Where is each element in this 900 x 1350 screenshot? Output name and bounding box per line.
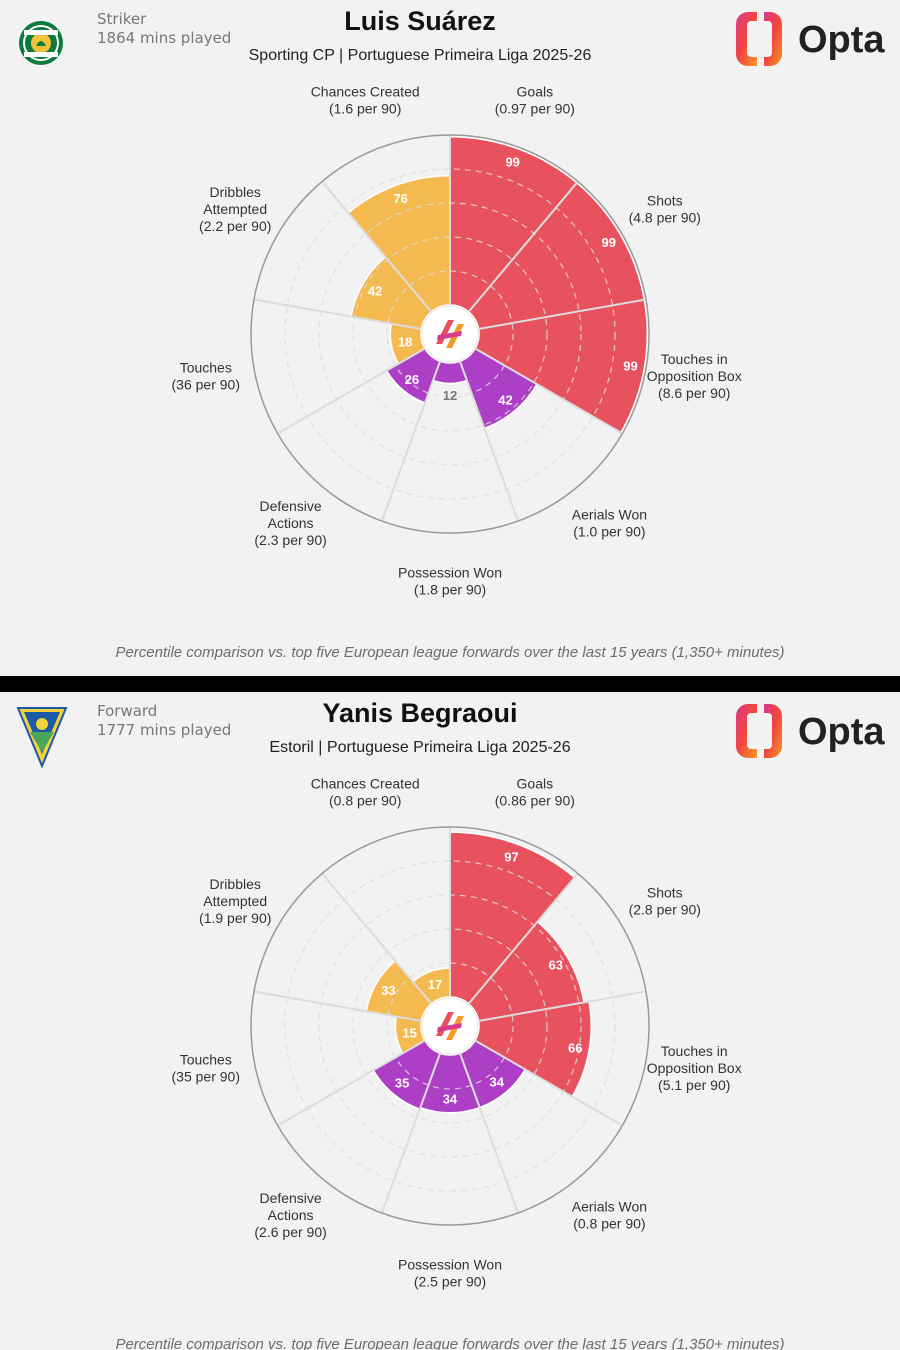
category-label: Shots (2.8 per 90) (629, 885, 701, 918)
spoke (321, 872, 433, 1005)
player-panel-suarez: Striker 1864 mins played Luis Suárez Spo… (0, 0, 900, 676)
spoke (277, 1039, 426, 1127)
category-label: Chances Created (1.6 per 90) (311, 83, 420, 116)
category-label: Aerials Won (1.0 per 90) (572, 506, 647, 539)
player-position: Striker (97, 10, 147, 28)
opta-wordmark: Opta (798, 711, 885, 753)
bar-goals (449, 135, 578, 313)
spoke (467, 180, 579, 313)
footnote: Percentile comparison vs. top five Europ… (115, 1336, 785, 1350)
bar-chances-created (347, 175, 451, 313)
value-label: 99 (602, 235, 616, 250)
sporting-cp-crest-icon (19, 21, 63, 65)
spoke (380, 360, 442, 522)
player-position: Forward (97, 702, 158, 720)
value-label: 42 (368, 283, 382, 298)
opta-logo: Opta (736, 12, 885, 66)
value-label: 15 (402, 1026, 416, 1041)
category-label: Possession Won (1.8 per 90) (398, 565, 502, 598)
value-label: 18 (398, 334, 412, 349)
value-label: 33 (381, 983, 395, 998)
grid-ring (284, 168, 616, 500)
category-label: Chances Created (0.8 per 90) (311, 775, 420, 808)
spoke (380, 1052, 442, 1214)
category-label: Aerials Won (0.8 per 90) (572, 1198, 647, 1231)
player-name: Yanis Begraoui (322, 698, 518, 728)
spoke (253, 298, 422, 330)
value-label: 76 (393, 191, 407, 206)
player-panel-begraoui: Forward 1777 mins played Yanis Begraoui … (0, 692, 900, 1350)
opta-wordmark: Opta (798, 19, 885, 61)
chart-outline (250, 826, 650, 1226)
spoke (474, 347, 623, 435)
spoke (467, 872, 579, 1005)
category-label: Touches in Opposition Box (5.1 per 90) (647, 1043, 742, 1093)
chart-outline (250, 134, 650, 534)
category-label: Defensive Actions (2.3 per 90) (254, 498, 326, 548)
category-label: Dribbles Attempted (2.2 per 90) (199, 184, 271, 234)
value-label: 34 (443, 1091, 458, 1106)
value-label: 99 (623, 358, 637, 373)
category-label: Dribbles Attempted (1.9 per 90) (199, 876, 271, 926)
player-name: Luis Suárez (344, 6, 496, 36)
value-label: 17 (428, 977, 442, 992)
value-label: 34 (490, 1074, 505, 1089)
spoke (474, 1039, 623, 1127)
category-label: Shots (4.8 per 90) (629, 193, 701, 226)
value-label: 35 (395, 1076, 409, 1091)
value-label: 26 (405, 372, 419, 387)
spoke (277, 347, 426, 435)
minutes-played: 1777 mins played (97, 721, 232, 739)
bar-touches-in-opposition-box (474, 298, 649, 434)
category-label: Touches in Opposition Box (8.6 per 90) (647, 351, 742, 401)
bar-touches-in-opposition-box (474, 1000, 592, 1098)
spoke (253, 990, 422, 1022)
opta-logo: Opta (736, 704, 885, 758)
value-label: 63 (549, 957, 563, 972)
radial-chart: 99 99 99 42 12 26 18 42 76 Goals (0.97 per 90) Shot… (172, 83, 742, 598)
center-logo-icon (436, 1012, 464, 1040)
center-logo-icon (436, 320, 464, 348)
value-label: 12 (443, 388, 457, 403)
spoke (478, 298, 647, 330)
value-label: 42 (498, 393, 512, 408)
estoril-crest-icon (16, 707, 68, 768)
spoke (321, 180, 433, 313)
minutes-played: 1864 mins played (97, 29, 232, 47)
footnote: Percentile comparison vs. top five Europ… (115, 644, 785, 661)
category-label: Goals (0.97 per 90) (495, 83, 575, 116)
bar-shots (467, 181, 646, 330)
team-league-subtitle: Sporting CP | Portuguese Primeira Liga 2… (248, 47, 592, 64)
player-role-block: Forward 1777 mins played (97, 702, 231, 740)
spoke (458, 1052, 520, 1214)
spoke (478, 990, 647, 1022)
grid-ring (386, 962, 514, 1090)
category-label: Possession Won (2.5 per 90) (398, 1257, 502, 1290)
grid-ring (284, 860, 616, 1192)
category-label: Defensive Actions (2.6 per 90) (254, 1190, 326, 1240)
category-label: Goals (0.86 per 90) (495, 775, 575, 808)
bar-goals (449, 831, 576, 1005)
category-label: Touches (36 per 90) (172, 360, 240, 393)
value-label: 99 (505, 154, 519, 169)
radial-chart: 97 63 66 34 34 35 15 33 17 Goals (0.86 per 90) Shot… (172, 775, 742, 1290)
bar-shots (467, 920, 585, 1022)
value-label: 97 (504, 849, 518, 864)
team-league-subtitle: Estoril | Portuguese Primeira Liga 2025-… (269, 739, 571, 756)
category-label: Touches (35 per 90) (172, 1052, 240, 1085)
value-label: 66 (568, 1041, 582, 1056)
grid-ring (386, 270, 514, 398)
player-role-block: Striker 1864 mins played (97, 10, 231, 48)
spoke (458, 360, 520, 522)
